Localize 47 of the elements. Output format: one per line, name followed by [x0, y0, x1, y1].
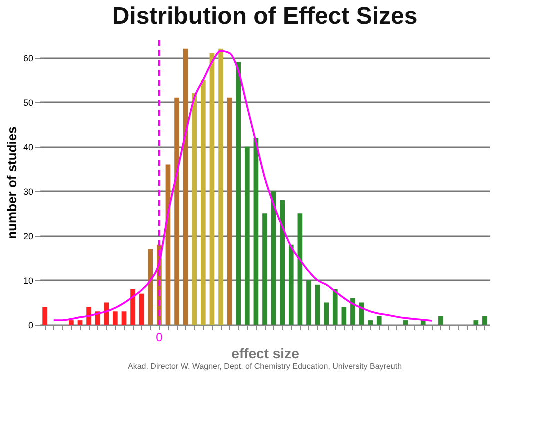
bar: [69, 320, 74, 325]
bar: [236, 62, 242, 325]
y-tick-label: 0: [28, 320, 34, 330]
bar: [227, 98, 232, 325]
text: Akad. Director W. Wagner, Dept. of Chemistry Education, University Bayreuth: [128, 362, 402, 371]
bar: [130, 289, 136, 325]
bar: [192, 93, 198, 325]
bar: [86, 307, 92, 325]
bar: [315, 284, 320, 325]
bar: [306, 280, 312, 325]
bar: [324, 302, 330, 325]
y-tick-label: 30: [23, 186, 34, 197]
bar: [403, 320, 408, 325]
bar: [342, 307, 347, 325]
y-tick-label: 50: [23, 98, 34, 108]
bar: [139, 294, 144, 325]
y-tick-label: 10: [23, 276, 34, 286]
bar: [280, 200, 286, 325]
y-axis-title: number of studies: [4, 126, 20, 240]
bar: [368, 320, 373, 325]
bar: [244, 146, 250, 325]
bar: [474, 320, 479, 325]
y-tick-label: 40: [23, 142, 34, 152]
bar: [148, 249, 154, 325]
bar: [254, 138, 259, 325]
bar: [482, 316, 488, 325]
bar: [288, 244, 294, 325]
bar: [262, 214, 268, 325]
x-axis-title: effect size: [232, 346, 300, 362]
bar: [200, 80, 206, 325]
bar: [210, 53, 215, 325]
bar: [183, 48, 188, 325]
bar: [42, 307, 48, 325]
bar: [78, 320, 83, 325]
y-tick-label: 60: [23, 53, 34, 64]
chart-title: Distribution of Effect Sizes: [112, 3, 418, 30]
bar: [113, 312, 118, 325]
bar: [104, 302, 110, 325]
y-tick-label: 20: [23, 231, 34, 242]
bar: [332, 289, 338, 325]
bar: [174, 98, 180, 325]
bar: [438, 316, 444, 325]
bar: [122, 312, 127, 325]
bar: [218, 48, 224, 325]
bar: [350, 298, 356, 325]
bar: [298, 214, 303, 325]
bar: [376, 316, 382, 325]
